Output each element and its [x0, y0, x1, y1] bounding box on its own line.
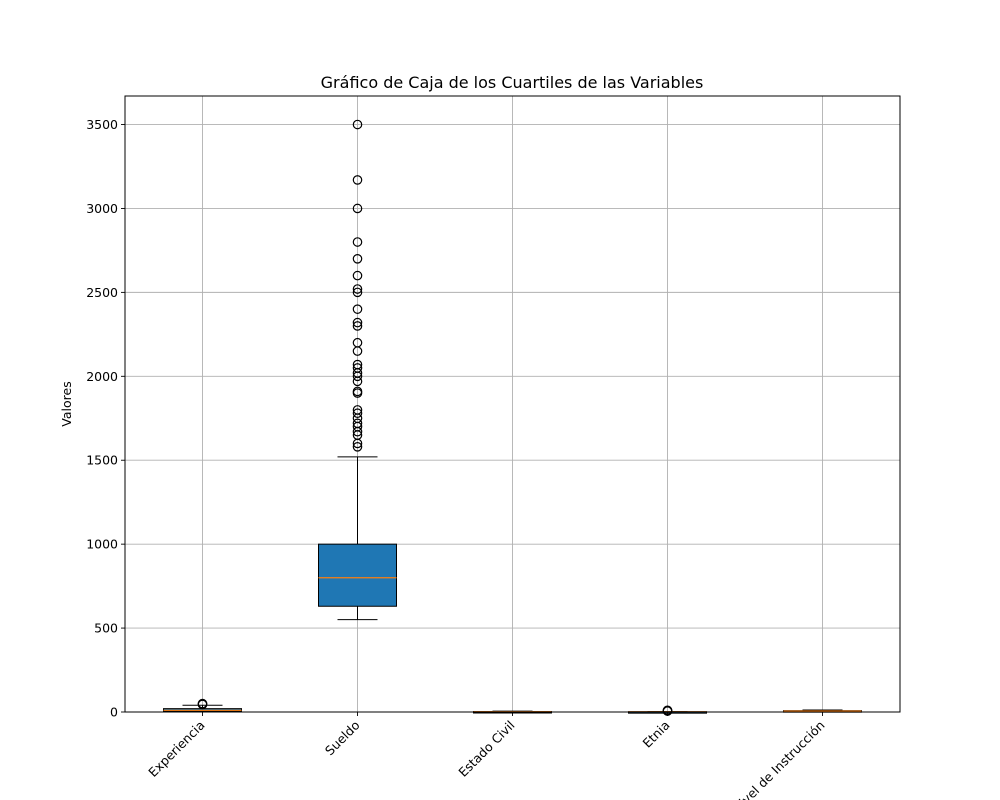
y-tick-label: 2000	[86, 369, 118, 384]
y-tick-label: 1000	[86, 537, 118, 552]
y-tick-label: 2500	[86, 285, 118, 300]
outlier-point	[352, 405, 363, 415]
outlier-point	[352, 203, 363, 214]
grid	[125, 96, 900, 713]
y-tick-label: 1500	[86, 453, 118, 468]
outlier-point	[352, 175, 363, 185]
outlier-point	[352, 363, 363, 373]
x-tick-label: Nivel de Instrucción	[729, 718, 827, 800]
outlier-point	[197, 698, 208, 709]
boxes	[163, 119, 862, 716]
outlier-point	[352, 304, 363, 314]
x-tick-label: Estado Civil	[455, 718, 517, 780]
outlier-point	[352, 119, 363, 130]
y-tick-label: 3500	[86, 117, 118, 132]
y-axis-label: Valores	[59, 381, 74, 426]
chart-title: Gráfico de Caja de los Cuartiles de las …	[321, 73, 704, 92]
axes: Experiencia Sueldo Estado Civil Etnia Nivel …	[86, 95, 901, 800]
outlier-point	[352, 270, 363, 281]
y-tick-label: 500	[94, 621, 118, 636]
x-tick-label: Experiencia	[145, 718, 207, 780]
outlier-point	[352, 408, 363, 419]
box-group	[318, 119, 397, 621]
outlier-point	[352, 284, 363, 294]
outlier-point	[352, 254, 363, 264]
y-tick-label: 0	[110, 705, 118, 720]
outlier-point	[352, 321, 363, 331]
y-tick-label: 3000	[86, 201, 118, 216]
outlier-point	[352, 359, 363, 370]
outlier-point	[352, 237, 363, 247]
box-group	[163, 698, 242, 713]
outlier-point	[352, 442, 363, 452]
outlier-point	[352, 386, 363, 397]
outlier-point	[352, 287, 363, 298]
box-iqr	[318, 543, 397, 607]
x-tick-label: Etnia	[639, 718, 672, 751]
outlier-point	[352, 317, 363, 328]
plot-frame	[124, 95, 901, 713]
outlier-point	[352, 337, 363, 348]
x-tick-label: Sueldo	[322, 718, 363, 759]
outlier-point	[352, 418, 363, 429]
